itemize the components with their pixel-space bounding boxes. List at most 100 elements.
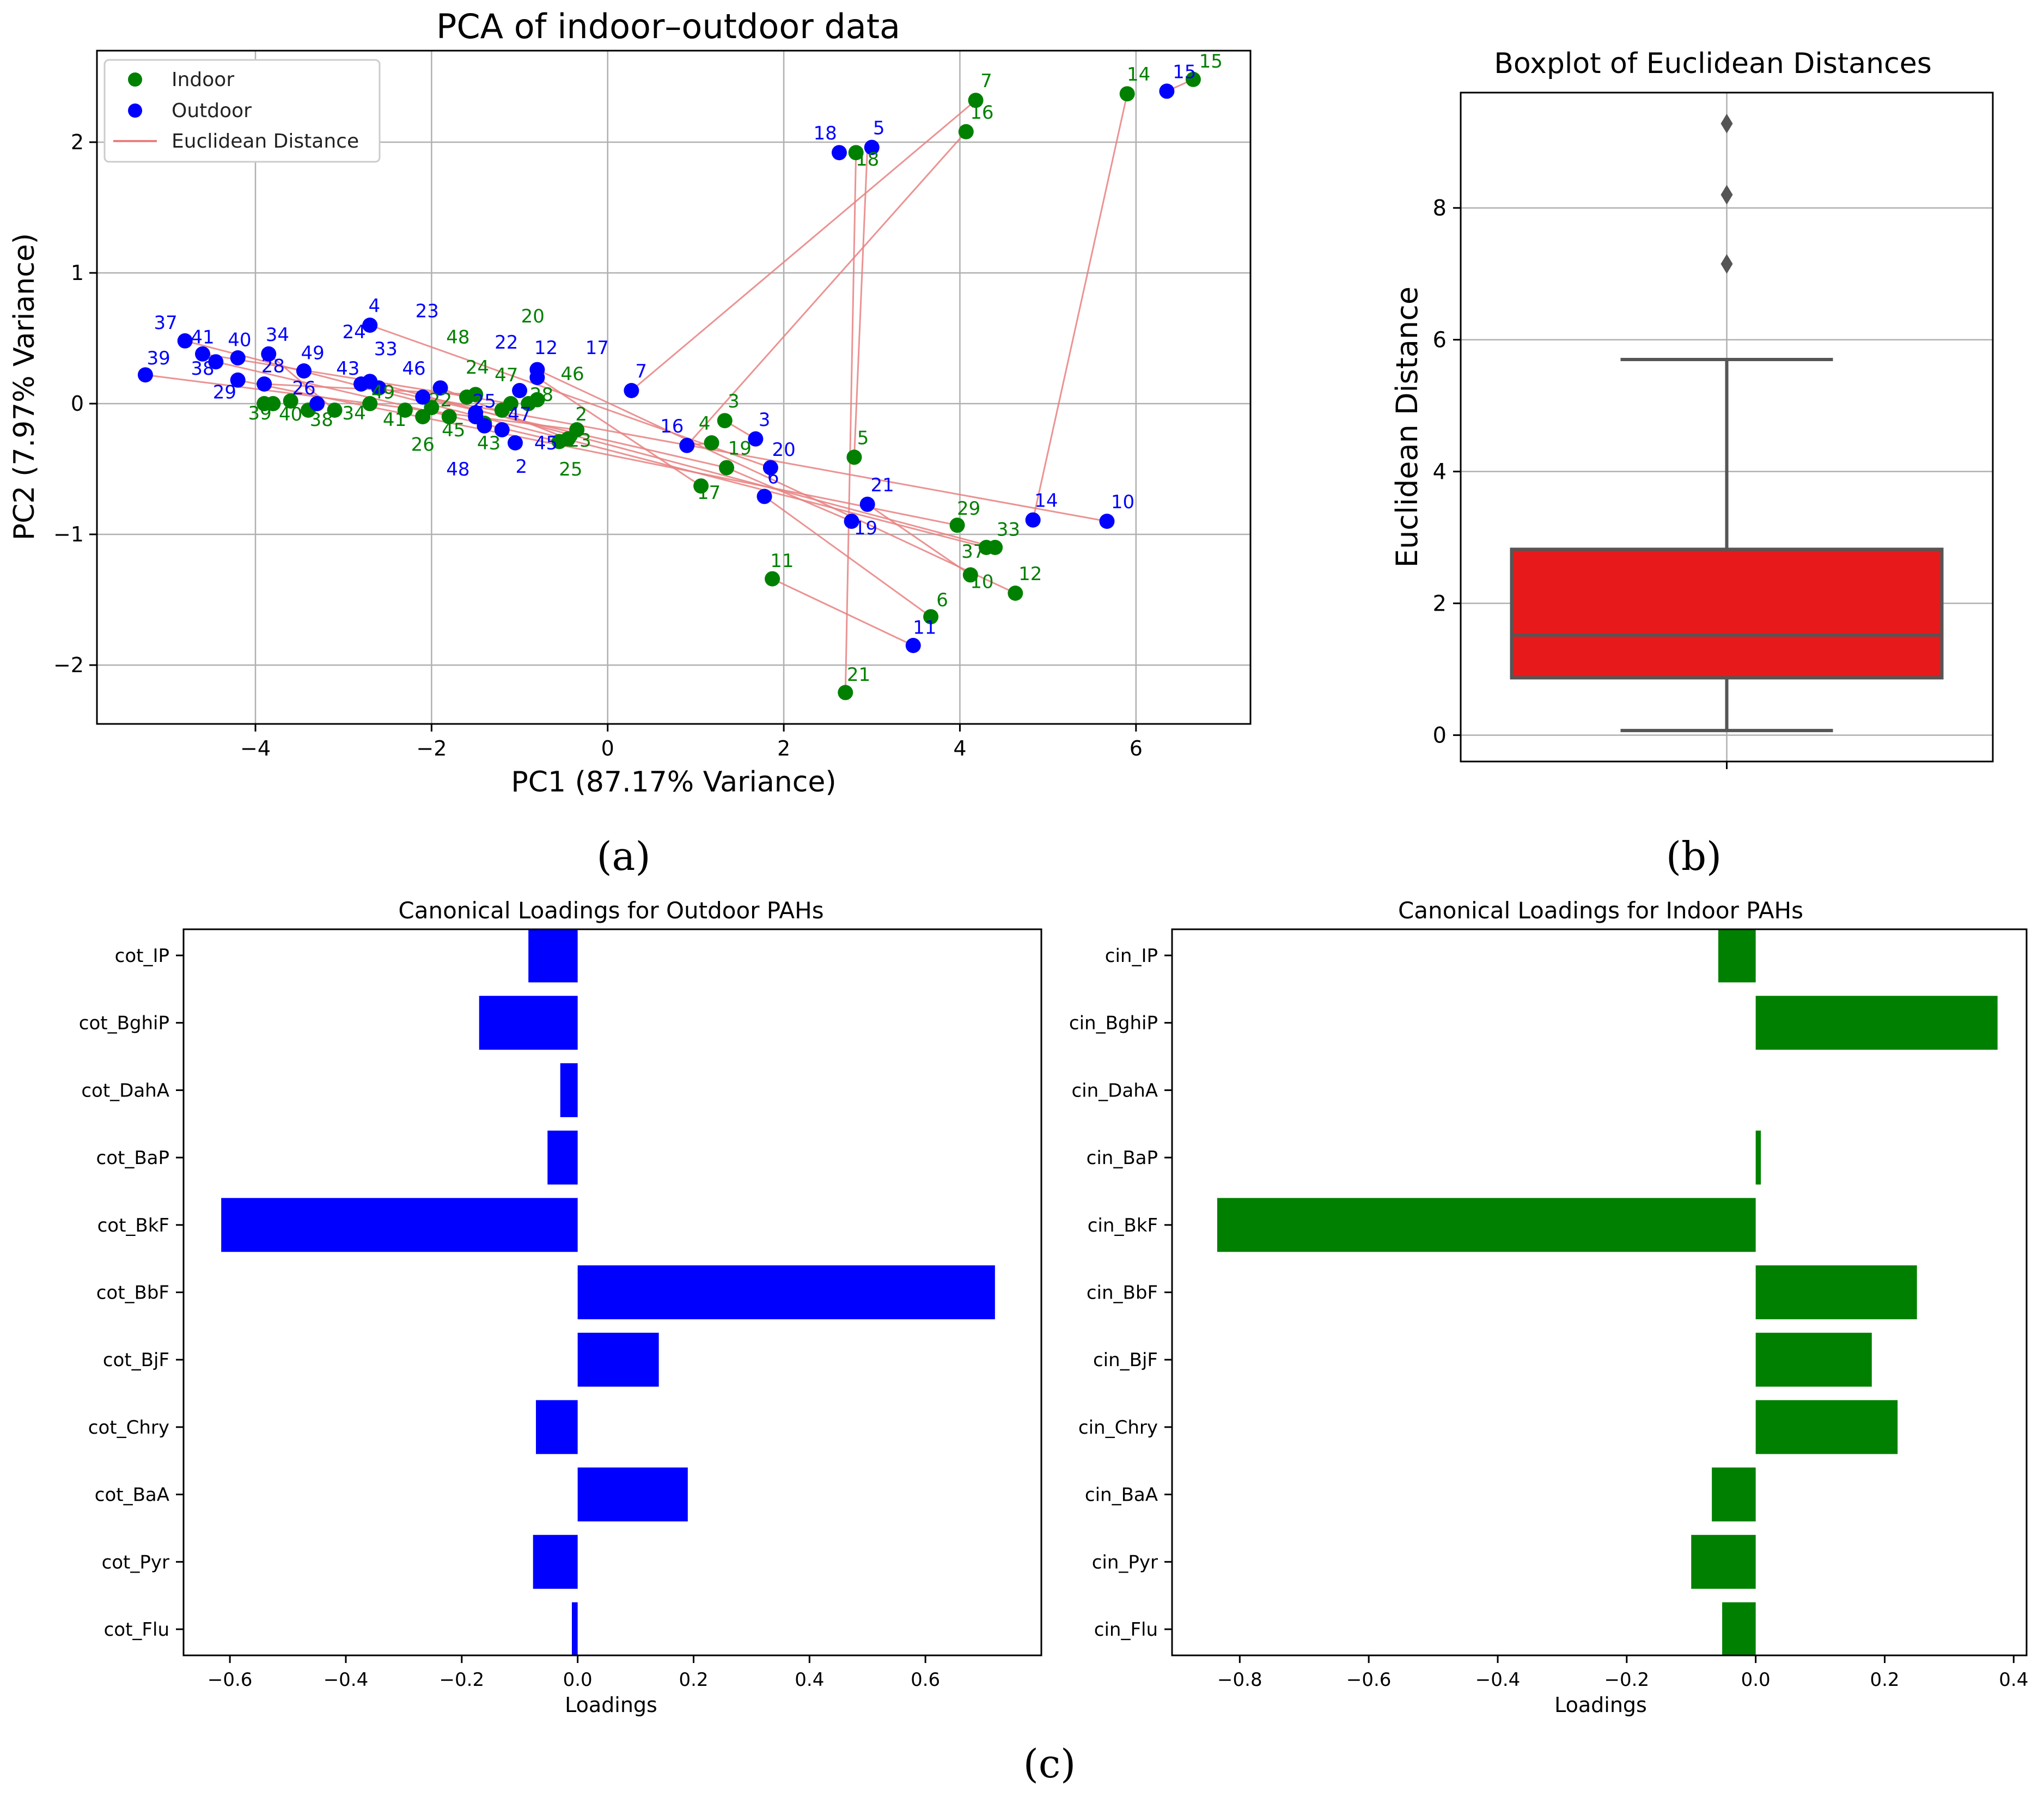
euclidean-distance-line — [631, 100, 977, 392]
boxplot-y-axis-label: Euclidean Distance — [1390, 287, 1424, 568]
outdoor-point — [756, 489, 772, 504]
indoor-point — [719, 460, 735, 476]
indoor-point-label: 25 — [559, 459, 582, 480]
outdoor-point — [507, 435, 523, 450]
indoor-point — [265, 396, 281, 411]
outdoor-loading-x-tick-label: 0.2 — [679, 1669, 708, 1691]
indoor-point — [1008, 586, 1023, 601]
pca-title: PCA of indoor–outdoor data — [436, 7, 900, 46]
outdoor-loading-bar — [528, 928, 578, 983]
indoor-point-label: 20 — [521, 306, 545, 327]
indoor-point — [283, 393, 298, 409]
boxplot-y-tick-label: 0 — [1433, 723, 1447, 748]
outdoor-loading-category-label: cot_Flu — [104, 1619, 169, 1641]
indoor-point-label: 37 — [961, 541, 985, 563]
outlier-marker — [1720, 113, 1733, 133]
legend-indoor-label: Indoor — [172, 69, 234, 91]
outdoor-point — [624, 383, 639, 398]
indoor-loading-bar — [1755, 1130, 1761, 1185]
outdoor-point — [679, 437, 695, 453]
indoor-point-label: 48 — [446, 327, 469, 349]
indoor-loading-bar — [1217, 1198, 1756, 1252]
outdoor-loading-bar — [577, 1332, 659, 1387]
indoor-point — [494, 403, 510, 418]
pca-y-tick-label: 1 — [71, 261, 84, 285]
indoor-point-label: 22 — [429, 389, 452, 411]
outdoor-loading-category-label: cot_BkF — [97, 1215, 169, 1236]
outdoor-point — [864, 139, 880, 155]
outdoor-point-label: 2 — [515, 456, 527, 478]
outdoor-point-label: 4 — [368, 295, 380, 317]
indoor-point-label: 26 — [411, 434, 435, 455]
euclidean-distance-line — [185, 340, 987, 549]
pca-x-tick-label: 0 — [601, 736, 614, 760]
outdoor-point — [512, 383, 528, 398]
indoor-loading-category-label: cin_DahA — [1071, 1080, 1158, 1101]
indoor-point-label: 43 — [477, 433, 501, 454]
caption-a: (a) — [596, 833, 650, 879]
indoor-point — [693, 478, 709, 494]
indoor-point — [949, 517, 965, 533]
pca-x-tick-label: 6 — [1130, 736, 1143, 760]
indoor-loading-bar — [1755, 1400, 1898, 1454]
indoor-point-label: 12 — [1018, 563, 1042, 585]
outdoor-point-label: 45 — [534, 433, 558, 454]
legend-indoor-marker — [128, 72, 142, 87]
indoor-point — [441, 409, 457, 424]
indoor-point — [551, 434, 567, 449]
indoor-point-label: 15 — [1199, 51, 1223, 72]
pca-plot-frame — [96, 50, 1252, 725]
outdoor-point — [1099, 514, 1115, 529]
outdoor-point-label: 15 — [1173, 61, 1196, 83]
euclidean-distance-line — [536, 369, 1016, 594]
indoor-loadings-panel: Canonical Loadings for Indoor PAHs cin_I… — [1069, 897, 2028, 1717]
outdoor-point-label: 6 — [767, 466, 779, 488]
indoor-loading-bar — [1718, 928, 1756, 983]
outdoor-point — [477, 418, 492, 434]
indoor-point-label: 19 — [728, 438, 752, 460]
legend-distance-label: Euclidean Distance — [172, 130, 359, 153]
caption-b: (b) — [1666, 833, 1722, 879]
indoor-loading-category-label: cin_BghiP — [1069, 1013, 1158, 1034]
indoor-point — [704, 435, 719, 450]
euclidean-distance-line — [853, 147, 869, 458]
outdoor-point-label: 22 — [495, 332, 518, 354]
outdoor-point-label: 24 — [342, 321, 365, 343]
outdoor-point — [468, 405, 484, 421]
euclidean-distance-line — [772, 578, 914, 647]
pca-y-tick-label: −1 — [53, 522, 84, 546]
outdoor-point — [844, 514, 859, 529]
indoor-point-label: 28 — [530, 384, 553, 406]
outdoor-loadings-panel: Canonical Loadings for Outdoor PAHs cot_… — [79, 897, 1042, 1717]
outdoor-point — [748, 431, 764, 447]
indoor-loading-bar — [1691, 1534, 1756, 1589]
outdoor-loading-x-tick-label: −0.2 — [440, 1669, 485, 1691]
outdoor-point-label: 19 — [854, 517, 877, 539]
indoor-point — [415, 409, 431, 424]
outdoor-point — [362, 318, 378, 333]
outdoor-loadings-x-label: Loadings — [565, 1693, 657, 1717]
indoor-point-label: 5 — [857, 427, 869, 449]
indoor-point-label: 6 — [936, 589, 948, 611]
indoor-point-label: 21 — [847, 664, 870, 686]
indoor-point — [717, 413, 733, 429]
euclidean-distance-line — [844, 153, 857, 693]
indoor-point — [459, 389, 475, 405]
indoor-loadings-title: Canonical Loadings for Indoor PAHs — [1398, 897, 1803, 924]
indoor-point-label: 11 — [770, 550, 794, 572]
outdoor-point — [529, 370, 545, 385]
caption-c: (c) — [1023, 1741, 1076, 1787]
boxplot-y-tick-label: 6 — [1433, 328, 1447, 353]
outlier-marker — [1720, 254, 1733, 274]
outdoor-loading-x-tick-label: −0.4 — [324, 1669, 369, 1691]
outdoor-point-label: 11 — [913, 617, 936, 638]
indoor-loading-bar — [1722, 1602, 1756, 1656]
indoor-point — [327, 403, 343, 418]
outdoor-loading-bar — [533, 1534, 578, 1589]
indoor-loading-bar — [1755, 1332, 1872, 1387]
indoor-loading-bar — [1755, 996, 1998, 1050]
indoor-loading-x-tick-label: −0.2 — [1604, 1669, 1650, 1691]
indoor-loading-category-label: cin_BaP — [1087, 1147, 1158, 1169]
indoor-point-label: 14 — [1127, 64, 1150, 86]
euclidean-distance-line — [686, 131, 967, 446]
